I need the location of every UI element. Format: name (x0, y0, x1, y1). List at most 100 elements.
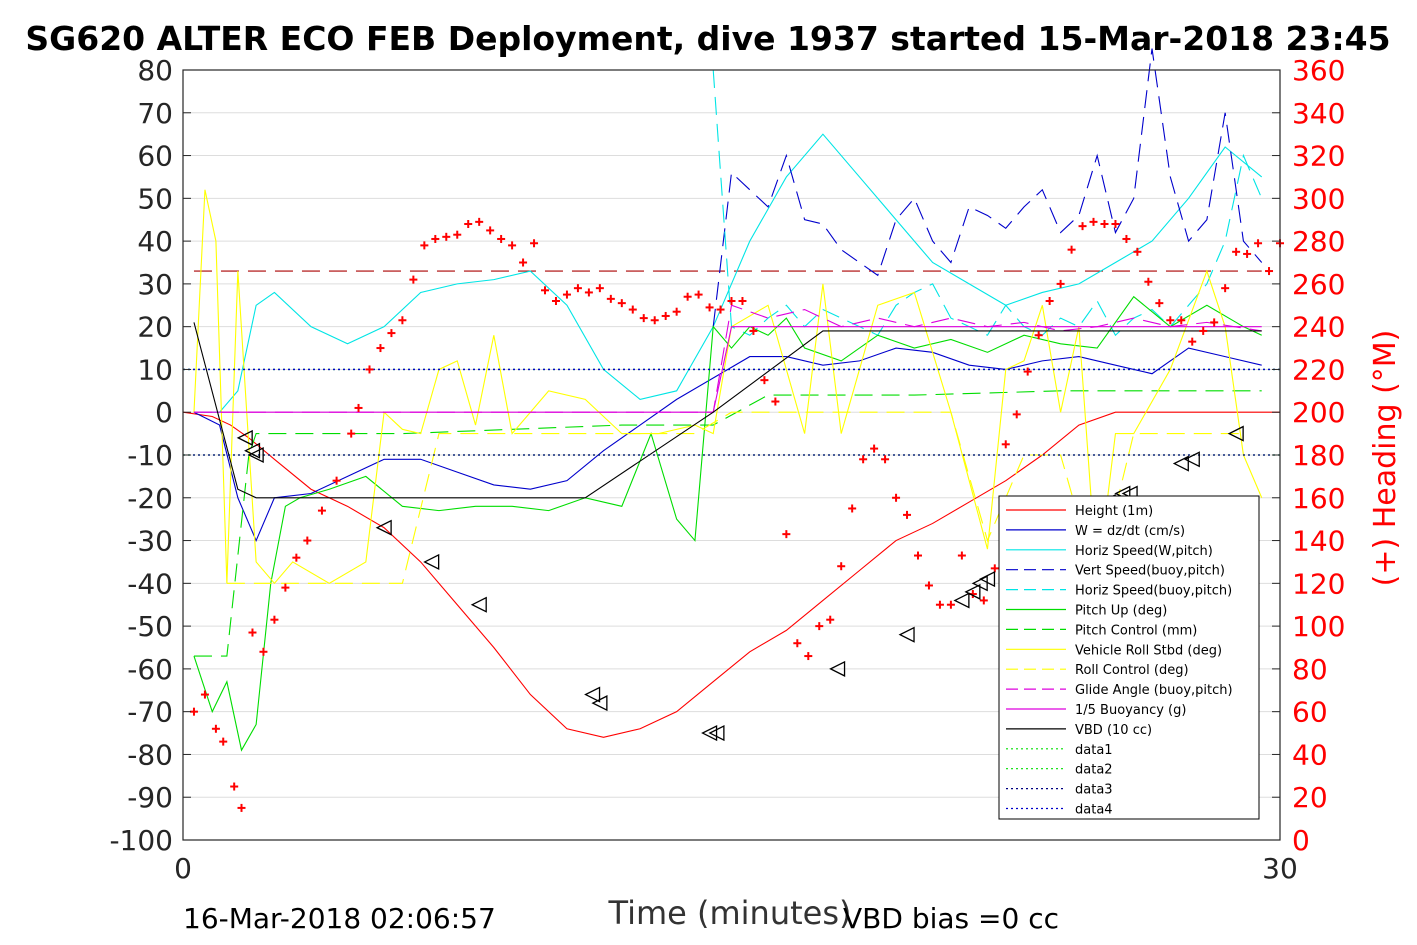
heading-point (1243, 249, 1252, 258)
y-tick-label: -20 (127, 482, 173, 515)
heading-point (793, 639, 802, 648)
heading-point (584, 288, 593, 297)
heading-point (230, 782, 239, 791)
legend-label: Glide Angle (buoy,pitch) (1075, 683, 1233, 698)
sample-marker (470, 596, 487, 613)
series-line (193, 390, 1262, 657)
legend-label: Horiz Speed(W,pitch) (1075, 544, 1213, 559)
heading-point (211, 724, 220, 733)
heading-point (551, 297, 560, 305)
series-line (182, 411, 1280, 738)
sample-marker (584, 686, 601, 703)
heading-point (189, 707, 198, 716)
heading-point (694, 290, 703, 299)
legend-label: Pitch Up (deg) (1075, 604, 1167, 619)
sample-marker (953, 592, 970, 609)
footer-timestamp: 16-Mar-2018 02:06:57 (183, 902, 496, 935)
y-tick-label: 20 (137, 311, 173, 344)
heading-point (924, 581, 933, 590)
heading-point (562, 290, 571, 299)
heading-point (1111, 220, 1120, 228)
heading-point (628, 305, 637, 314)
right-tick-label: 320 (1292, 140, 1345, 173)
series-line (193, 133, 1263, 413)
heading-point (1144, 277, 1153, 286)
right-tick-label: 200 (1292, 396, 1345, 429)
heading-point (1100, 220, 1109, 228)
heading-point (1078, 222, 1087, 231)
legend-label: W = dz/dt (cm/s) (1075, 524, 1185, 539)
y-tick-label: 50 (137, 182, 173, 215)
heading-point (1067, 245, 1076, 254)
x-tick-label: 30 (1262, 852, 1298, 885)
legend-label: data1 (1075, 743, 1113, 758)
heading-point (1232, 247, 1241, 256)
heading-point (815, 622, 824, 631)
legend-label: Horiz Speed(buoy,pitch) (1075, 584, 1232, 599)
heading-point (420, 241, 429, 250)
y-tick-label: 60 (137, 140, 173, 173)
right-tick-label: 180 (1292, 439, 1345, 472)
sample-marker (1172, 455, 1189, 472)
heading-point (946, 600, 955, 609)
heading-point (1045, 297, 1054, 305)
heading-point (804, 652, 813, 661)
y-tick-label: 70 (137, 97, 173, 130)
heading-point (281, 583, 290, 592)
legend-label: Vehicle Roll Stbd (deg) (1075, 643, 1222, 658)
heading-point (990, 564, 999, 573)
heading-point (848, 504, 857, 513)
right-tick-label: 80 (1292, 653, 1328, 686)
right-tick-label: 100 (1292, 610, 1345, 643)
heading-point (270, 615, 279, 624)
right-tick-label: 300 (1292, 182, 1345, 215)
y-tick-label: -80 (127, 738, 173, 771)
heading-point (486, 226, 495, 235)
heading-point (237, 803, 246, 812)
right-tick-label: 20 (1292, 781, 1328, 814)
left-axis-ticks: 80 70 60 50 40 30 20 10 0 -10 -20 -30 -40 -50 -60 -70 -8… (109, 54, 191, 857)
heading-point (727, 297, 736, 305)
heading-point (760, 376, 769, 385)
heading-point (347, 429, 356, 438)
x-tick-label: 0 (174, 852, 192, 885)
heading-point (639, 314, 648, 323)
sample-marker (971, 575, 988, 592)
heading-point (442, 232, 451, 241)
heading-point (903, 510, 912, 519)
y-tick-label: 0 (155, 396, 173, 429)
right-tick-label: 340 (1292, 97, 1345, 130)
heading-point (595, 284, 604, 293)
sample-marker (244, 442, 261, 459)
heading-point (870, 444, 879, 453)
y-tick-label: -70 (127, 696, 173, 729)
sample-marker (898, 626, 915, 643)
heading-point (826, 615, 835, 624)
heading-point (573, 284, 582, 293)
heading-point (508, 241, 517, 250)
sample-marker (591, 695, 608, 712)
heading-point (431, 234, 440, 243)
sample-marker (375, 519, 392, 536)
heading-point (661, 311, 670, 320)
series-line (226, 411, 1244, 586)
heading-point (672, 307, 681, 316)
sample-marker (708, 725, 725, 742)
heading-point (979, 596, 988, 605)
heading-point (935, 600, 944, 609)
heading-point (1221, 284, 1230, 293)
heading-point (354, 403, 363, 412)
y-tick-label: -50 (127, 610, 173, 643)
right-axis-label: (+) Heading (°M) (1368, 330, 1403, 587)
legend-label: data2 (1075, 763, 1113, 778)
legend-label: Height (1m) (1075, 504, 1153, 519)
heading-point (1155, 299, 1164, 308)
sample-marker (423, 553, 440, 570)
y-tick-label: -10 (127, 439, 173, 472)
heading-point (650, 316, 659, 325)
heading-point (376, 344, 385, 353)
heading-point (617, 299, 626, 308)
sample-marker (1227, 425, 1244, 442)
y-tick-label: -30 (127, 525, 173, 558)
